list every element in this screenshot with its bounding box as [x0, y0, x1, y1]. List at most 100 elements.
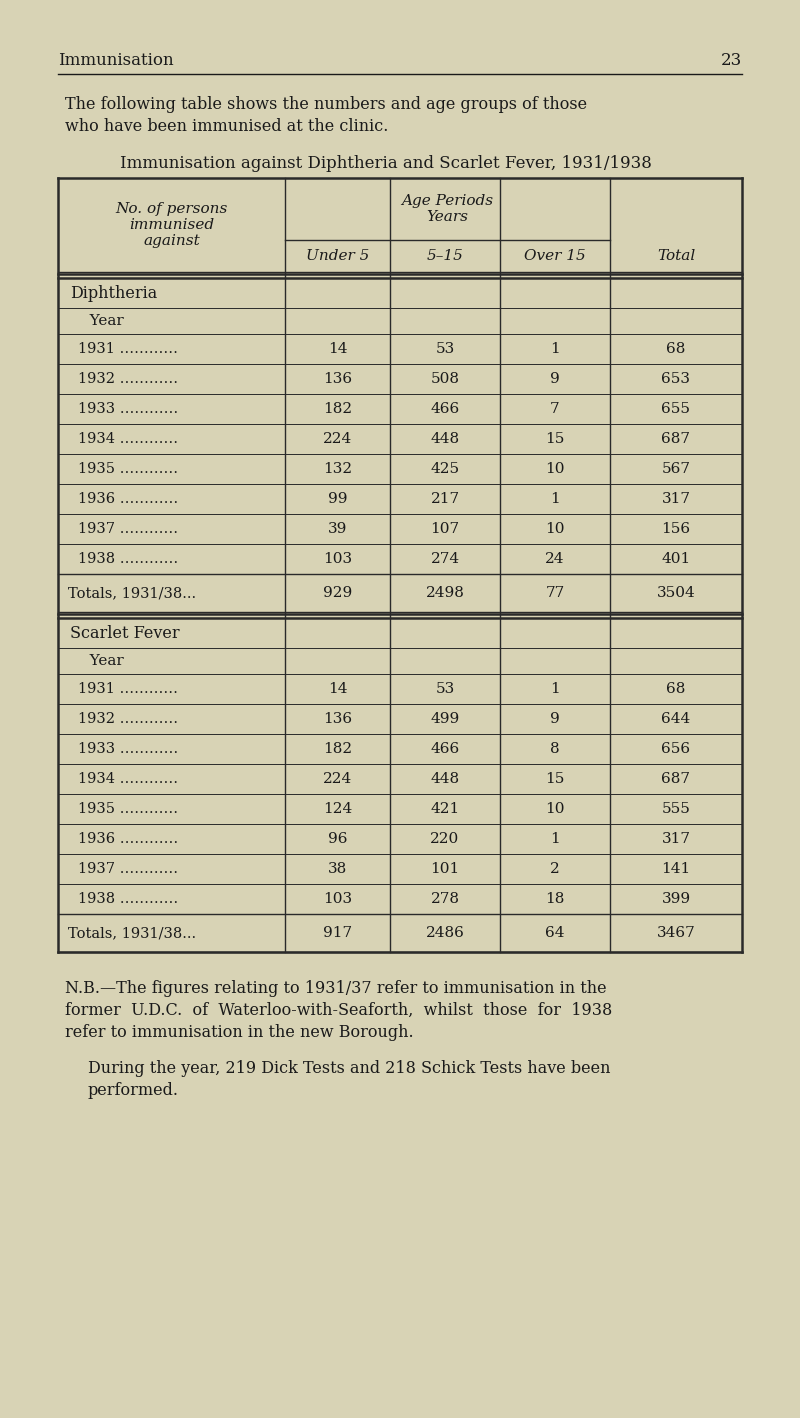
Text: 38: 38: [328, 862, 347, 876]
Text: 5–15: 5–15: [426, 250, 463, 262]
Text: 103: 103: [323, 892, 352, 906]
Text: Immunisation against Diphtheria and Scarlet Fever, 1931/1938: Immunisation against Diphtheria and Scar…: [120, 155, 652, 172]
Text: 182: 182: [323, 742, 352, 756]
Text: 499: 499: [430, 712, 460, 726]
Text: 555: 555: [662, 803, 690, 815]
Text: 18: 18: [546, 892, 565, 906]
Text: Scarlet Fever: Scarlet Fever: [70, 624, 180, 641]
Text: 15: 15: [546, 771, 565, 786]
Text: 317: 317: [662, 492, 690, 506]
Text: 10: 10: [546, 462, 565, 476]
Text: 3467: 3467: [657, 926, 695, 940]
Text: 64: 64: [546, 926, 565, 940]
Text: 401: 401: [662, 552, 690, 566]
Text: 68: 68: [666, 682, 686, 696]
Text: 1: 1: [550, 492, 560, 506]
Text: 182: 182: [323, 401, 352, 415]
Text: 3504: 3504: [657, 586, 695, 600]
Text: 7: 7: [550, 401, 560, 415]
Text: Age Periods
Years: Age Periods Years: [402, 194, 494, 224]
Text: 132: 132: [323, 462, 352, 476]
Text: 1936 …………: 1936 …………: [78, 492, 178, 506]
Text: 224: 224: [323, 432, 352, 447]
Text: 14: 14: [328, 682, 347, 696]
Text: 278: 278: [430, 892, 459, 906]
Text: 9: 9: [550, 712, 560, 726]
Text: 466: 466: [430, 401, 460, 415]
Text: Total: Total: [657, 250, 695, 262]
Text: who have been immunised at the clinic.: who have been immunised at the clinic.: [65, 118, 388, 135]
Text: 1935 …………: 1935 …………: [78, 462, 178, 476]
Text: 96: 96: [328, 832, 347, 847]
Text: 68: 68: [666, 342, 686, 356]
Text: 1931 …………: 1931 …………: [78, 682, 178, 696]
Text: 1934 …………: 1934 …………: [78, 432, 178, 447]
Text: 124: 124: [323, 803, 352, 815]
Text: performed.: performed.: [88, 1082, 179, 1099]
Text: 1932 …………: 1932 …………: [78, 712, 178, 726]
Text: N.B.—The figures relating to 1931/37 refer to immunisation in the: N.B.—The figures relating to 1931/37 ref…: [65, 980, 606, 997]
Text: 10: 10: [546, 522, 565, 536]
Text: 14: 14: [328, 342, 347, 356]
Text: 655: 655: [662, 401, 690, 415]
Text: 8: 8: [550, 742, 560, 756]
Text: 2: 2: [550, 862, 560, 876]
Text: 1933 …………: 1933 …………: [78, 401, 178, 415]
Text: 53: 53: [435, 682, 454, 696]
Text: 220: 220: [430, 832, 460, 847]
Text: 101: 101: [430, 862, 460, 876]
Text: 15: 15: [546, 432, 565, 447]
Text: 1936 …………: 1936 …………: [78, 832, 178, 847]
Text: 653: 653: [662, 372, 690, 386]
Text: 103: 103: [323, 552, 352, 566]
Text: 1935 …………: 1935 …………: [78, 803, 178, 815]
Text: 99: 99: [328, 492, 347, 506]
Text: 1: 1: [550, 832, 560, 847]
Text: The following table shows the numbers and age groups of those: The following table shows the numbers an…: [65, 96, 587, 113]
Text: Totals, 1931/38...: Totals, 1931/38...: [68, 926, 196, 940]
Text: 10: 10: [546, 803, 565, 815]
Text: 1: 1: [550, 682, 560, 696]
Text: 929: 929: [323, 586, 352, 600]
Text: 1937 …………: 1937 …………: [78, 522, 178, 536]
Text: No. of persons
immunised
against: No. of persons immunised against: [115, 201, 228, 248]
Text: 53: 53: [435, 342, 454, 356]
Text: Diphtheria: Diphtheria: [70, 285, 158, 302]
Text: 567: 567: [662, 462, 690, 476]
Text: 317: 317: [662, 832, 690, 847]
Text: 1932 …………: 1932 …………: [78, 372, 178, 386]
Text: 9: 9: [550, 372, 560, 386]
Text: During the year, 219 Dick Tests and 218 Schick Tests have been: During the year, 219 Dick Tests and 218 …: [88, 1061, 610, 1078]
Text: 1938 …………: 1938 …………: [78, 552, 178, 566]
Text: 687: 687: [662, 771, 690, 786]
Text: 448: 448: [430, 771, 459, 786]
Text: 687: 687: [662, 432, 690, 447]
Text: 466: 466: [430, 742, 460, 756]
Text: 23: 23: [721, 52, 742, 69]
Text: Over 15: Over 15: [524, 250, 586, 262]
Text: Year: Year: [80, 313, 124, 328]
Text: 136: 136: [323, 372, 352, 386]
Text: 644: 644: [662, 712, 690, 726]
Text: 425: 425: [430, 462, 459, 476]
Text: 1937 …………: 1937 …………: [78, 862, 178, 876]
Text: former  U.D.C.  of  Waterloo-with-Seaforth,  whilst  those  for  1938: former U.D.C. of Waterloo-with-Seaforth,…: [65, 1003, 612, 1020]
Text: 2498: 2498: [426, 586, 465, 600]
Text: 217: 217: [430, 492, 459, 506]
Text: 39: 39: [328, 522, 347, 536]
Text: 2486: 2486: [426, 926, 465, 940]
Text: 156: 156: [662, 522, 690, 536]
Text: Totals, 1931/38...: Totals, 1931/38...: [68, 586, 196, 600]
Text: 1933 …………: 1933 …………: [78, 742, 178, 756]
Text: 77: 77: [546, 586, 565, 600]
Text: 1931 …………: 1931 …………: [78, 342, 178, 356]
Text: Under 5: Under 5: [306, 250, 369, 262]
Text: 107: 107: [430, 522, 459, 536]
Text: 508: 508: [430, 372, 459, 386]
Text: Year: Year: [80, 654, 124, 668]
Text: 421: 421: [430, 803, 460, 815]
Text: 141: 141: [662, 862, 690, 876]
Text: 917: 917: [323, 926, 352, 940]
Text: 1938 …………: 1938 …………: [78, 892, 178, 906]
Text: 656: 656: [662, 742, 690, 756]
